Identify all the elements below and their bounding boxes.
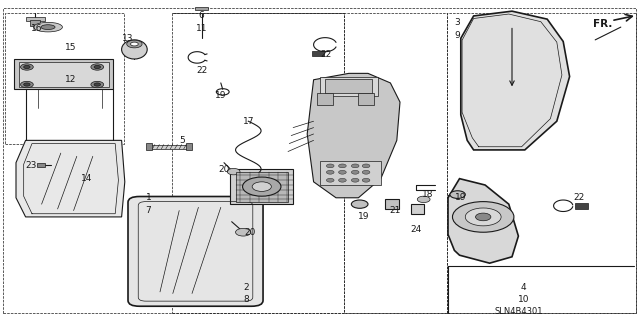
Bar [26, 17, 45, 21]
Ellipse shape [34, 22, 63, 32]
Circle shape [94, 65, 100, 69]
Circle shape [362, 164, 370, 168]
Bar [186, 143, 192, 150]
Circle shape [476, 213, 491, 221]
Text: 22: 22 [573, 193, 585, 202]
Text: 17: 17 [243, 117, 254, 126]
Circle shape [24, 65, 30, 69]
Circle shape [351, 170, 359, 174]
Bar [447, 13, 636, 313]
Text: 19: 19 [455, 193, 467, 202]
Circle shape [362, 178, 370, 182]
Text: 4: 4 [521, 283, 526, 292]
Text: 20: 20 [244, 228, 255, 237]
Circle shape [24, 83, 30, 86]
Circle shape [362, 170, 370, 174]
Bar [344, 13, 447, 313]
Text: 19: 19 [358, 212, 369, 221]
Bar [385, 199, 399, 209]
Circle shape [339, 170, 346, 174]
Circle shape [243, 177, 281, 196]
Circle shape [326, 164, 334, 168]
Circle shape [326, 178, 334, 182]
Text: 10: 10 [518, 295, 529, 304]
Text: 24: 24 [410, 225, 422, 234]
Text: 15: 15 [65, 43, 76, 52]
Text: 22: 22 [196, 66, 207, 75]
Bar [320, 77, 378, 96]
Text: 1: 1 [146, 193, 151, 202]
Bar [172, 13, 344, 313]
Circle shape [339, 178, 346, 182]
Text: 11: 11 [196, 24, 207, 33]
Text: 21: 21 [390, 206, 401, 215]
Text: 22: 22 [321, 50, 332, 59]
Text: 8: 8 [244, 295, 249, 304]
Polygon shape [461, 11, 570, 150]
Bar [575, 203, 588, 209]
Bar [37, 163, 45, 167]
Polygon shape [448, 179, 518, 263]
Text: 5: 5 [180, 136, 185, 145]
Text: 20: 20 [218, 165, 230, 174]
Circle shape [227, 168, 240, 175]
Circle shape [252, 182, 271, 191]
Text: 6: 6 [199, 11, 204, 20]
Circle shape [91, 64, 104, 70]
Circle shape [450, 191, 465, 198]
Text: 23: 23 [25, 161, 36, 170]
Text: SLN4B4301: SLN4B4301 [494, 307, 543, 315]
Bar [411, 204, 424, 214]
Circle shape [326, 170, 334, 174]
Circle shape [351, 178, 359, 182]
Bar [312, 51, 324, 56]
Ellipse shape [122, 40, 147, 59]
Bar [320, 161, 381, 185]
Bar [195, 7, 208, 10]
Text: 9: 9 [455, 31, 460, 40]
FancyBboxPatch shape [128, 197, 263, 306]
Circle shape [20, 64, 33, 70]
Polygon shape [16, 140, 125, 217]
Ellipse shape [41, 25, 55, 30]
Circle shape [94, 83, 100, 86]
Bar [14, 59, 113, 89]
Bar [325, 79, 372, 93]
Text: 19: 19 [215, 91, 227, 100]
Text: FR.: FR. [593, 19, 612, 29]
Text: 12: 12 [65, 75, 76, 84]
Circle shape [351, 200, 368, 208]
Circle shape [91, 81, 104, 88]
Bar [236, 172, 288, 202]
Circle shape [417, 196, 430, 203]
Text: 7: 7 [146, 206, 151, 215]
Circle shape [452, 202, 514, 232]
Circle shape [465, 208, 501, 226]
Circle shape [236, 228, 251, 236]
Text: 18: 18 [422, 190, 433, 199]
Text: 2: 2 [244, 283, 249, 292]
Bar [230, 169, 293, 204]
Text: 16: 16 [31, 24, 43, 33]
Text: 14: 14 [81, 174, 92, 183]
Circle shape [20, 81, 33, 88]
Text: 3: 3 [455, 18, 460, 27]
Circle shape [351, 164, 359, 168]
Bar [30, 20, 40, 26]
Bar [317, 93, 333, 105]
Text: 13: 13 [122, 34, 134, 43]
Polygon shape [307, 73, 400, 198]
Circle shape [339, 164, 346, 168]
Bar [150, 145, 189, 149]
Bar [19, 62, 109, 87]
Bar [5, 13, 124, 144]
Bar [146, 143, 152, 150]
Bar [358, 93, 374, 105]
Circle shape [127, 40, 142, 48]
Circle shape [131, 42, 138, 46]
